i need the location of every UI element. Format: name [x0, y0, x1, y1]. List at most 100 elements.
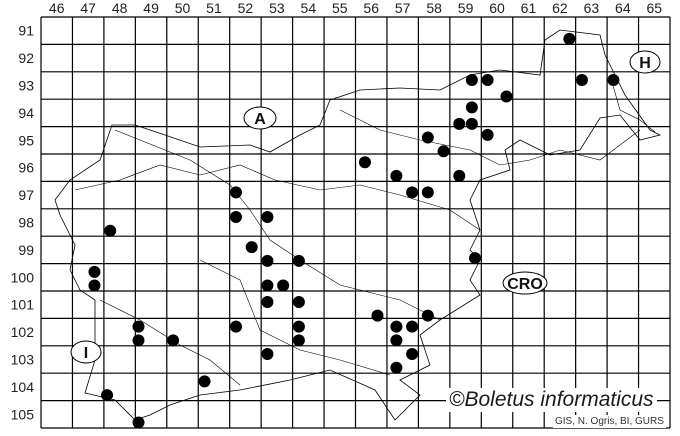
row-label: 96: [18, 160, 34, 176]
record-dot: [465, 117, 478, 130]
record-dot: [421, 131, 434, 144]
column-label: 48: [112, 0, 128, 16]
row-label: 98: [18, 215, 34, 231]
country-label-italy: I: [70, 340, 102, 364]
record-dot: [229, 186, 242, 199]
record-dot: [167, 334, 180, 347]
record-dot: [358, 156, 371, 169]
record-dot: [500, 90, 513, 103]
record-dot: [104, 224, 117, 237]
column-label: 63: [584, 0, 600, 16]
record-dot: [88, 265, 101, 278]
record-dot: [229, 320, 242, 333]
row-label: 102: [11, 324, 35, 340]
column-label: 58: [426, 0, 442, 16]
record-dot: [132, 334, 145, 347]
country-label-ellipse: [243, 106, 277, 130]
column-label: 55: [332, 0, 348, 16]
record-dot: [469, 252, 482, 265]
record-dot: [481, 128, 494, 141]
record-dot: [261, 254, 274, 267]
column-label: 49: [143, 0, 159, 16]
record-dot: [277, 279, 290, 292]
record-dot: [390, 169, 403, 182]
copyright-text: ©Boletus informaticus: [446, 388, 657, 412]
country-label-ellipse: [629, 50, 661, 74]
record-dot: [292, 295, 305, 308]
record-dot: [292, 320, 305, 333]
column-label: 52: [238, 0, 254, 16]
record-dot: [292, 254, 305, 267]
record-dot: [261, 348, 274, 361]
record-dot: [292, 334, 305, 347]
river-line: [99, 299, 241, 386]
country-label-text: CRO: [507, 276, 543, 293]
country-labels: A H CRO I: [70, 50, 661, 364]
column-label: 47: [80, 0, 96, 16]
row-label: 100: [11, 269, 35, 285]
row-label: 95: [18, 132, 34, 148]
river-line: [74, 164, 481, 231]
column-label: 60: [489, 0, 505, 16]
grid: [40, 16, 671, 429]
river-line: [199, 259, 391, 376]
country-label-text: I: [84, 345, 88, 362]
record-dot: [406, 186, 419, 199]
record-dot: [261, 211, 274, 224]
record-dot: [406, 320, 419, 333]
record-dots: [88, 32, 620, 429]
record-dot: [421, 186, 434, 199]
record-dot: [390, 320, 403, 333]
row-label: 91: [18, 23, 34, 39]
record-dot: [465, 101, 478, 114]
river-line: [339, 109, 641, 166]
row-label: 103: [11, 352, 35, 368]
column-label: 46: [49, 0, 65, 16]
record-dot: [575, 74, 588, 87]
record-dot: [371, 309, 384, 322]
country-outline: [54, 29, 662, 421]
column-label: 61: [521, 0, 537, 16]
river-line: [114, 129, 441, 321]
record-dot: [453, 169, 466, 182]
row-label: 97: [18, 187, 34, 203]
record-dot: [88, 279, 101, 292]
credits-text: GIS, N. Ogris, BI, GURS: [553, 415, 666, 428]
country-label-ellipse: [70, 340, 102, 364]
border-line: [54, 29, 662, 421]
column-label: 65: [646, 0, 662, 16]
column-label: 51: [206, 0, 222, 16]
row-label: 105: [11, 406, 35, 422]
record-dot: [198, 375, 211, 388]
record-dot: [101, 389, 114, 402]
country-label-croatia: CRO: [502, 271, 548, 295]
country-label-ellipse: [502, 271, 548, 295]
record-dot: [437, 145, 450, 158]
record-dot: [261, 295, 274, 308]
country-label-text: H: [639, 55, 651, 72]
column-label: 53: [269, 0, 285, 16]
record-dot: [481, 74, 494, 87]
row-label: 92: [18, 50, 34, 66]
record-dot: [607, 74, 620, 87]
column-label: 62: [552, 0, 568, 16]
column-label: 50: [175, 0, 191, 16]
country-label-text: A: [254, 111, 266, 128]
country-label-hungary: H: [629, 50, 661, 74]
record-dot: [390, 334, 403, 347]
record-dot: [261, 279, 274, 292]
grid-labels: 46 47 48 49 50 51 52 53 54 55 56 57 58 59 60 61 62 63 64 65…: [11, 0, 663, 422]
column-label: 57: [395, 0, 411, 16]
record-dot: [132, 416, 145, 429]
row-label: 101: [11, 297, 35, 313]
row-label: 104: [11, 379, 35, 395]
record-dot: [406, 348, 419, 361]
row-label: 94: [18, 105, 34, 121]
column-label: 64: [615, 0, 631, 16]
column-label: 56: [363, 0, 379, 16]
row-label: 93: [18, 78, 34, 94]
country-label-austria: A: [243, 106, 277, 130]
record-dot: [390, 361, 403, 374]
